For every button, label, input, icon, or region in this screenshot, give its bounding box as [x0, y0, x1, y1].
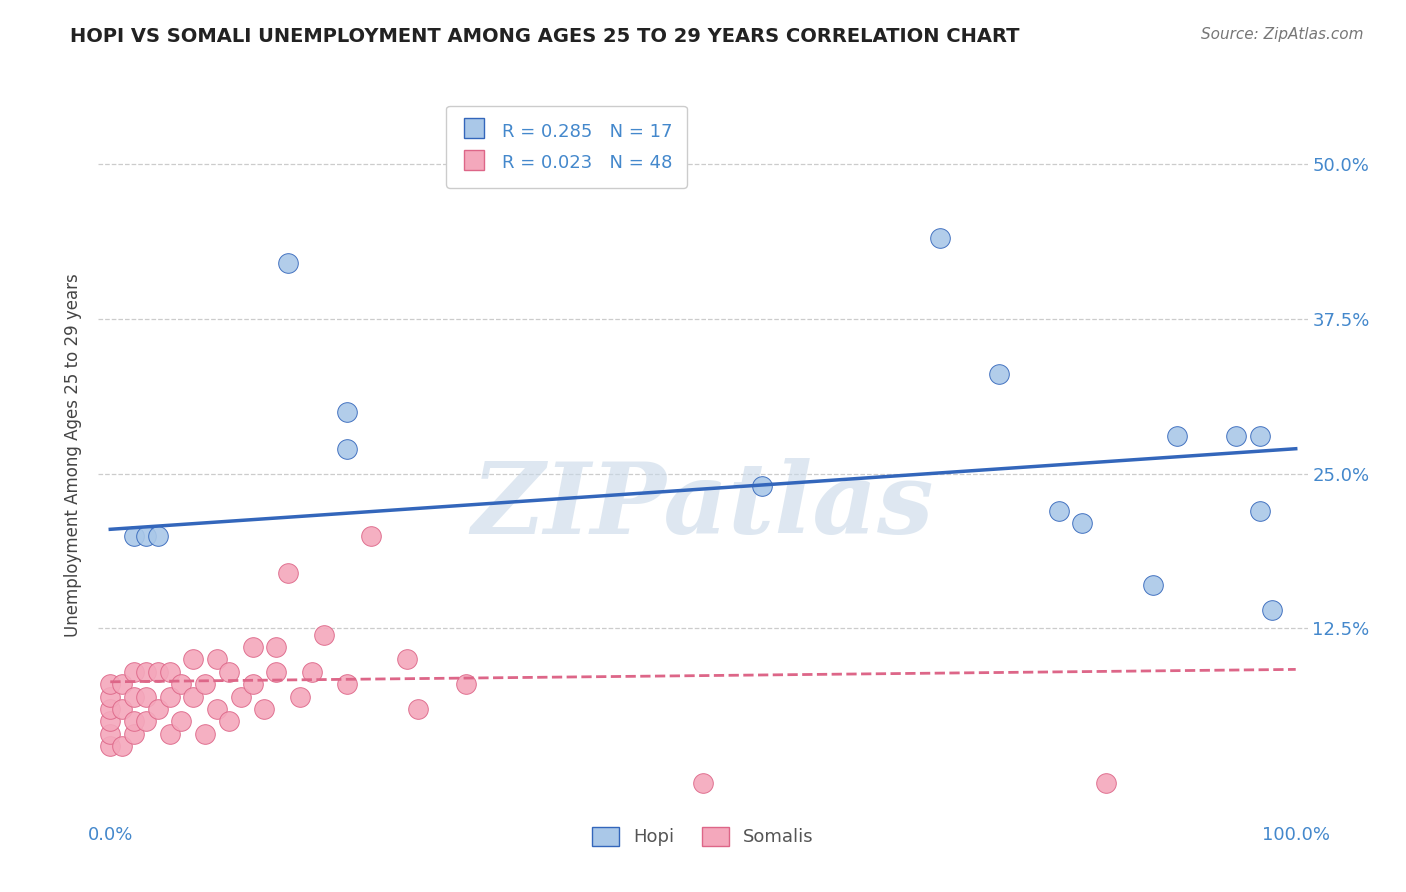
Point: [159, 665, 181, 679]
Point: [159, 727, 181, 741]
Point: [194, 727, 217, 741]
Point: [301, 665, 323, 679]
Point: [135, 714, 157, 729]
Point: [170, 677, 193, 691]
Y-axis label: Unemployment Among Ages 25 to 29 years: Unemployment Among Ages 25 to 29 years: [65, 273, 83, 637]
Point: [98, 690, 121, 704]
Point: [122, 727, 145, 741]
Text: HOPI VS SOMALI UNEMPLOYMENT AMONG AGES 25 TO 29 YEARS CORRELATION CHART: HOPI VS SOMALI UNEMPLOYMENT AMONG AGES 2…: [70, 27, 1019, 45]
Point: [1225, 429, 1247, 443]
Point: [146, 528, 169, 542]
Point: [336, 404, 359, 418]
Point: [122, 714, 145, 729]
Point: [988, 368, 1011, 382]
Text: Source: ZipAtlas.com: Source: ZipAtlas.com: [1201, 27, 1364, 42]
Point: [454, 677, 477, 691]
Point: [135, 665, 157, 679]
Point: [170, 714, 193, 729]
Point: [1166, 429, 1188, 443]
Point: [218, 665, 240, 679]
Point: [242, 640, 264, 654]
Point: [98, 714, 121, 729]
Point: [98, 677, 121, 691]
Point: [98, 702, 121, 716]
Point: [692, 776, 714, 790]
Point: [111, 702, 134, 716]
Point: [1261, 603, 1284, 617]
Point: [1249, 429, 1271, 443]
Legend: Hopi, Somalis: Hopi, Somalis: [583, 818, 823, 855]
Point: [159, 690, 181, 704]
Point: [360, 528, 382, 542]
Point: [336, 677, 359, 691]
Point: [395, 652, 418, 666]
Point: [146, 665, 169, 679]
Point: [181, 690, 204, 704]
Point: [111, 677, 134, 691]
Point: [264, 640, 287, 654]
Text: ZIPatlas: ZIPatlas: [472, 458, 934, 554]
Point: [277, 256, 299, 270]
Point: [135, 690, 157, 704]
Point: [336, 442, 359, 456]
Point: [929, 231, 952, 245]
Point: [312, 628, 335, 642]
Point: [205, 702, 228, 716]
Point: [277, 566, 299, 580]
Point: [408, 702, 430, 716]
Point: [122, 528, 145, 542]
Point: [242, 677, 264, 691]
Point: [1249, 504, 1271, 518]
Point: [122, 665, 145, 679]
Point: [1047, 504, 1070, 518]
Point: [229, 690, 252, 704]
Point: [264, 665, 287, 679]
Point: [98, 739, 121, 754]
Point: [205, 652, 228, 666]
Point: [253, 702, 276, 716]
Point: [288, 690, 311, 704]
Point: [194, 677, 217, 691]
Point: [146, 702, 169, 716]
Point: [98, 727, 121, 741]
Point: [122, 690, 145, 704]
Point: [1071, 516, 1094, 530]
Point: [751, 479, 773, 493]
Point: [1142, 578, 1164, 592]
Point: [111, 739, 134, 754]
Point: [181, 652, 204, 666]
Point: [1095, 776, 1118, 790]
Point: [135, 528, 157, 542]
Point: [218, 714, 240, 729]
